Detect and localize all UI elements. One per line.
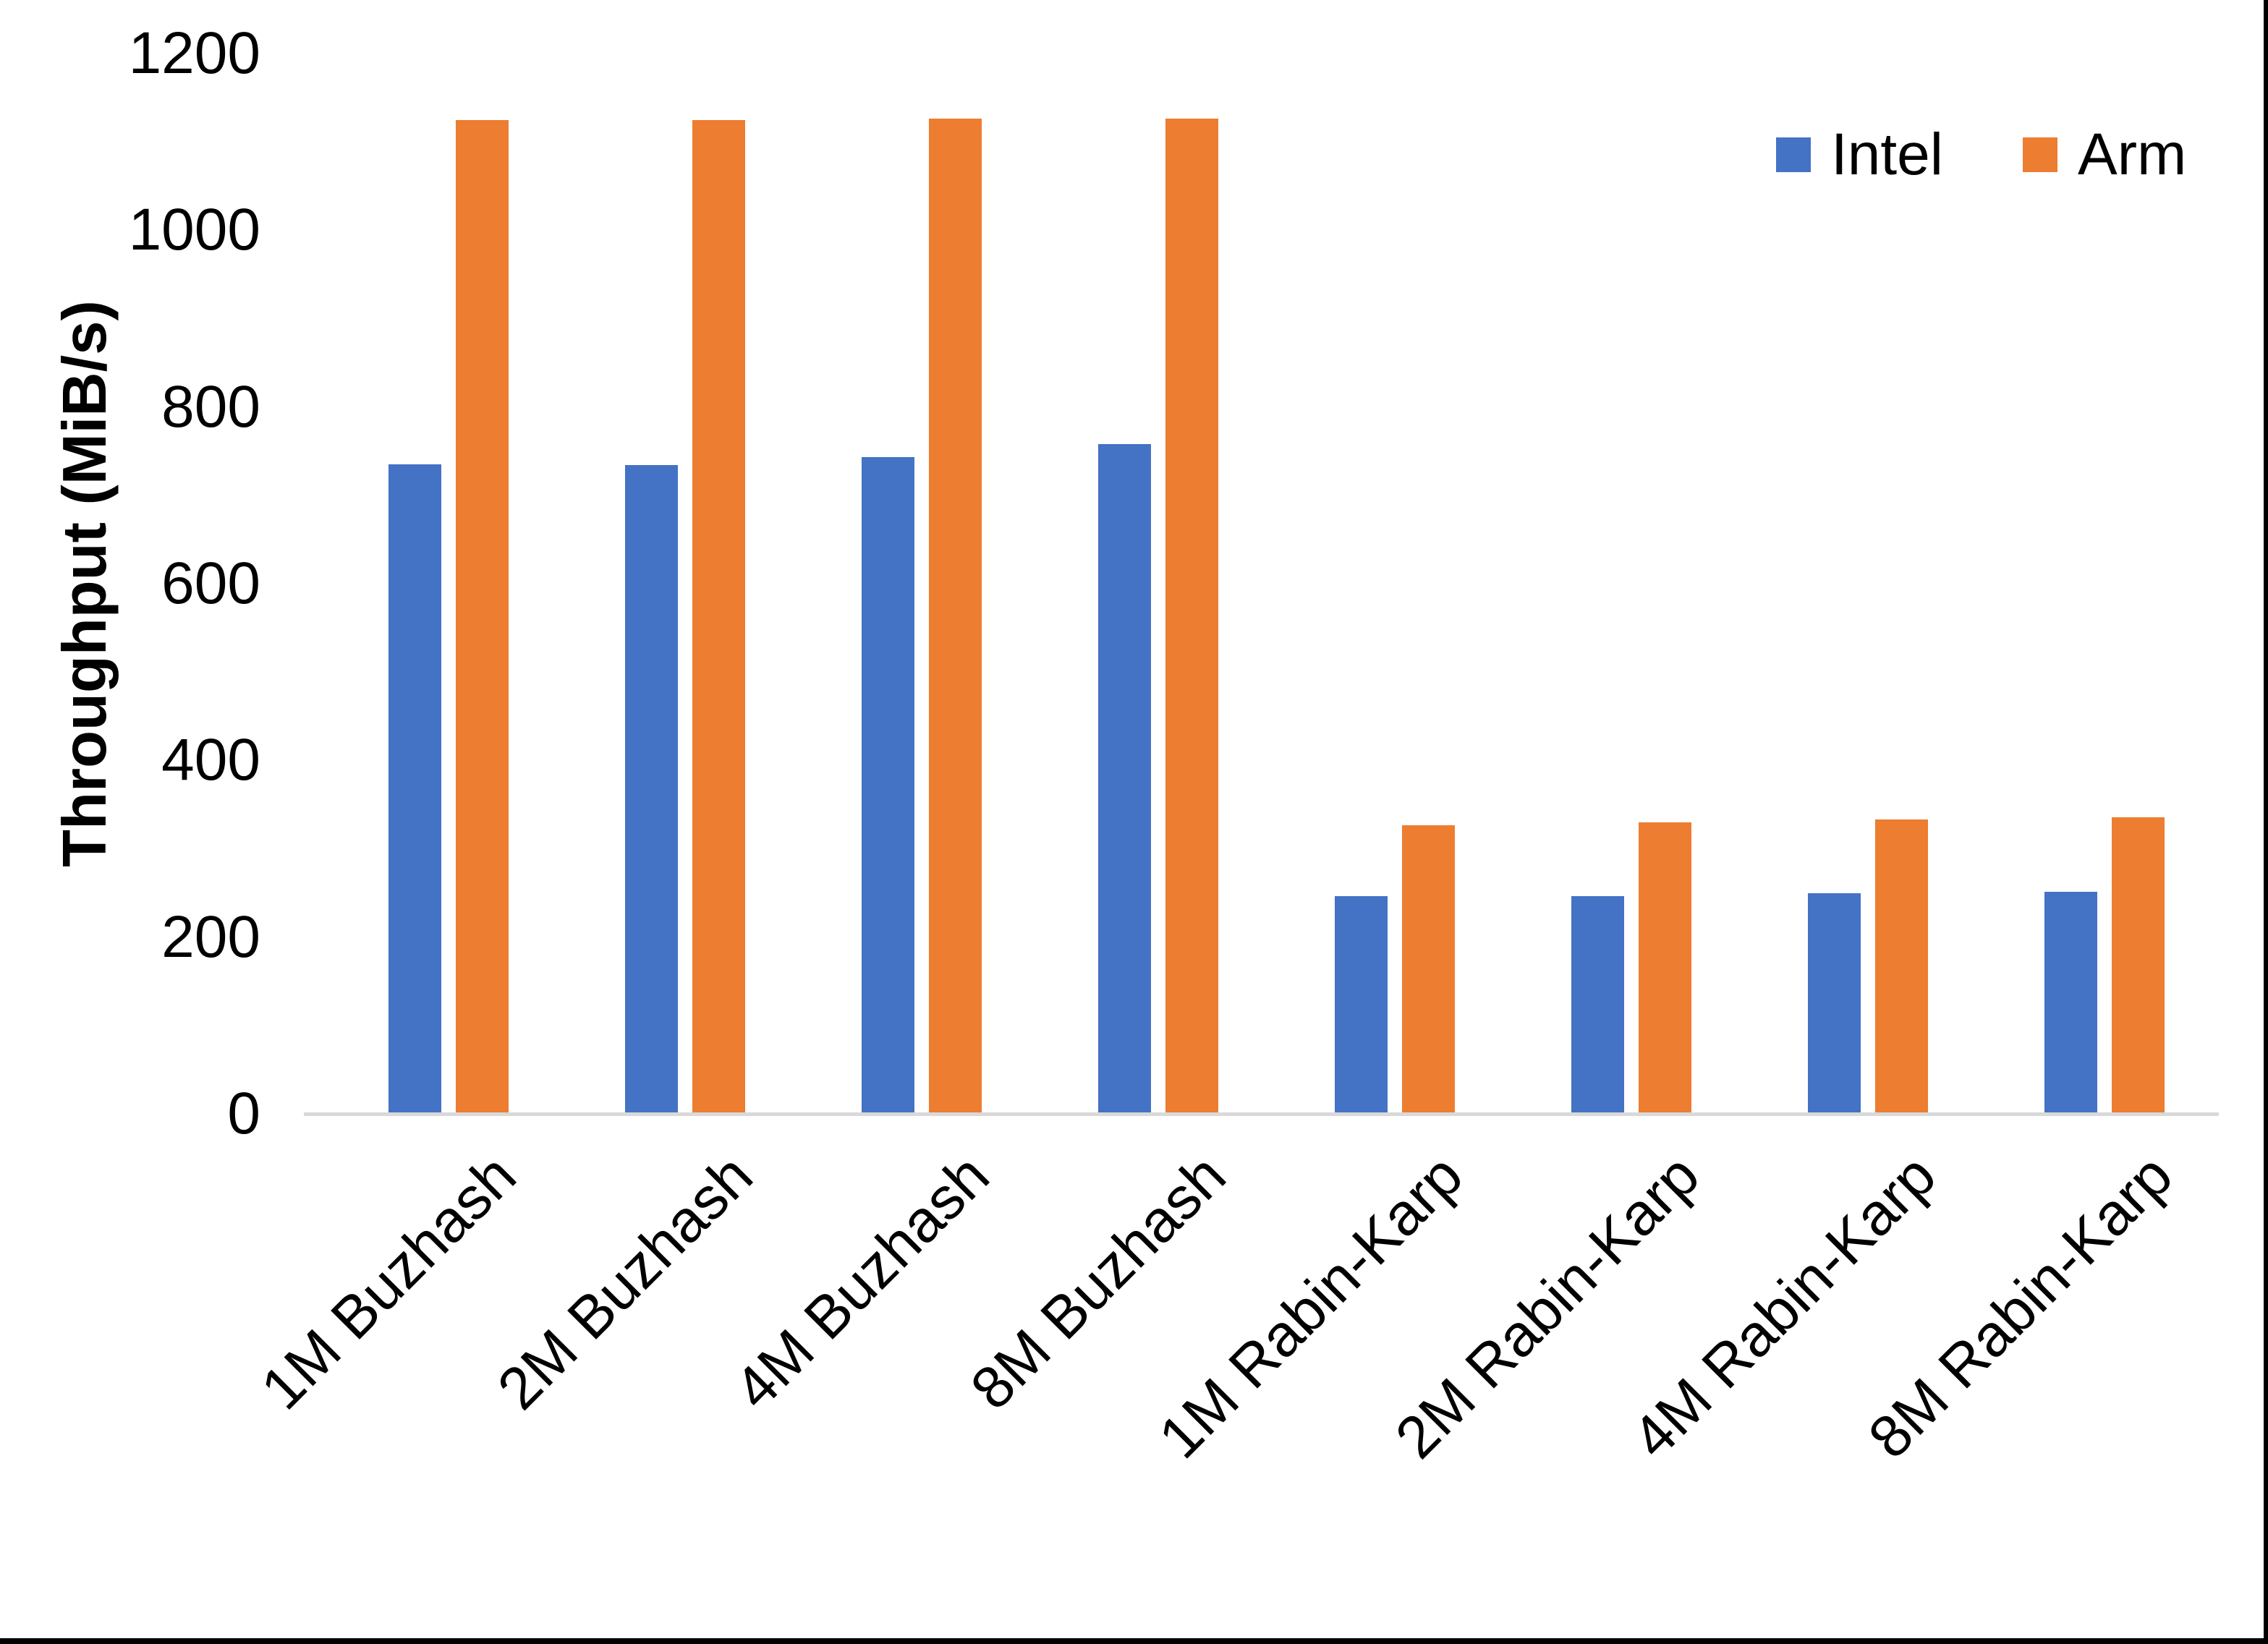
x-axis-line xyxy=(304,1112,2219,1116)
y-tick-label-1000: 1000 xyxy=(128,197,260,263)
bar-arm-8m-rabin-karp xyxy=(2112,817,2165,1114)
bar-intel-2m-buzhash xyxy=(625,465,678,1114)
arm-color-swatch-icon xyxy=(2023,137,2057,172)
legend: Intel Arm xyxy=(1776,122,2186,188)
page-right-border xyxy=(2264,0,2268,1644)
bar-intel-1m-rabin-karp xyxy=(1335,896,1388,1114)
y-tick-label-0: 0 xyxy=(227,1081,260,1146)
bar-arm-2m-rabin-karp xyxy=(1639,822,1691,1114)
bar-intel-8m-buzhash xyxy=(1098,444,1151,1114)
bar-intel-8m-rabin-karp xyxy=(2044,892,2097,1114)
bar-arm-1m-buzhash xyxy=(456,120,509,1114)
legend-label-intel: Intel xyxy=(1831,122,1943,187)
legend-label-arm: Arm xyxy=(2078,122,2187,187)
y-tick-label-1200: 1200 xyxy=(128,20,260,86)
bar-arm-1m-rabin-karp xyxy=(1402,825,1455,1114)
y-tick-label-600: 600 xyxy=(161,550,260,616)
bar-intel-4m-buzhash xyxy=(862,457,914,1114)
bar-arm-8m-buzhash xyxy=(1165,119,1218,1114)
bar-arm-2m-buzhash xyxy=(692,120,745,1114)
legend-item-arm: Arm xyxy=(2023,122,2186,188)
bar-intel-4m-rabin-karp xyxy=(1808,893,1861,1114)
plot-area xyxy=(304,54,2219,1114)
x-category-label-4m-buzhash: 4M Buzhash xyxy=(722,1142,1002,1423)
legend-item-intel: Intel xyxy=(1776,122,1943,188)
bar-arm-4m-buzhash xyxy=(929,119,982,1114)
y-tick-label-200: 200 xyxy=(161,903,260,970)
y-tick-label-800: 800 xyxy=(161,373,260,440)
y-tick-label-400: 400 xyxy=(161,727,260,793)
intel-color-swatch-icon xyxy=(1776,137,1811,172)
x-category-label-1m-buzhash: 1M Buzhash xyxy=(249,1142,529,1423)
bar-intel-2m-rabin-karp xyxy=(1571,896,1624,1114)
bar-intel-1m-buzhash xyxy=(388,464,441,1114)
x-category-label-2m-buzhash: 2M Buzhash xyxy=(485,1142,765,1423)
page-bottom-border xyxy=(0,1638,2268,1644)
bar-arm-4m-rabin-karp xyxy=(1875,819,1928,1114)
